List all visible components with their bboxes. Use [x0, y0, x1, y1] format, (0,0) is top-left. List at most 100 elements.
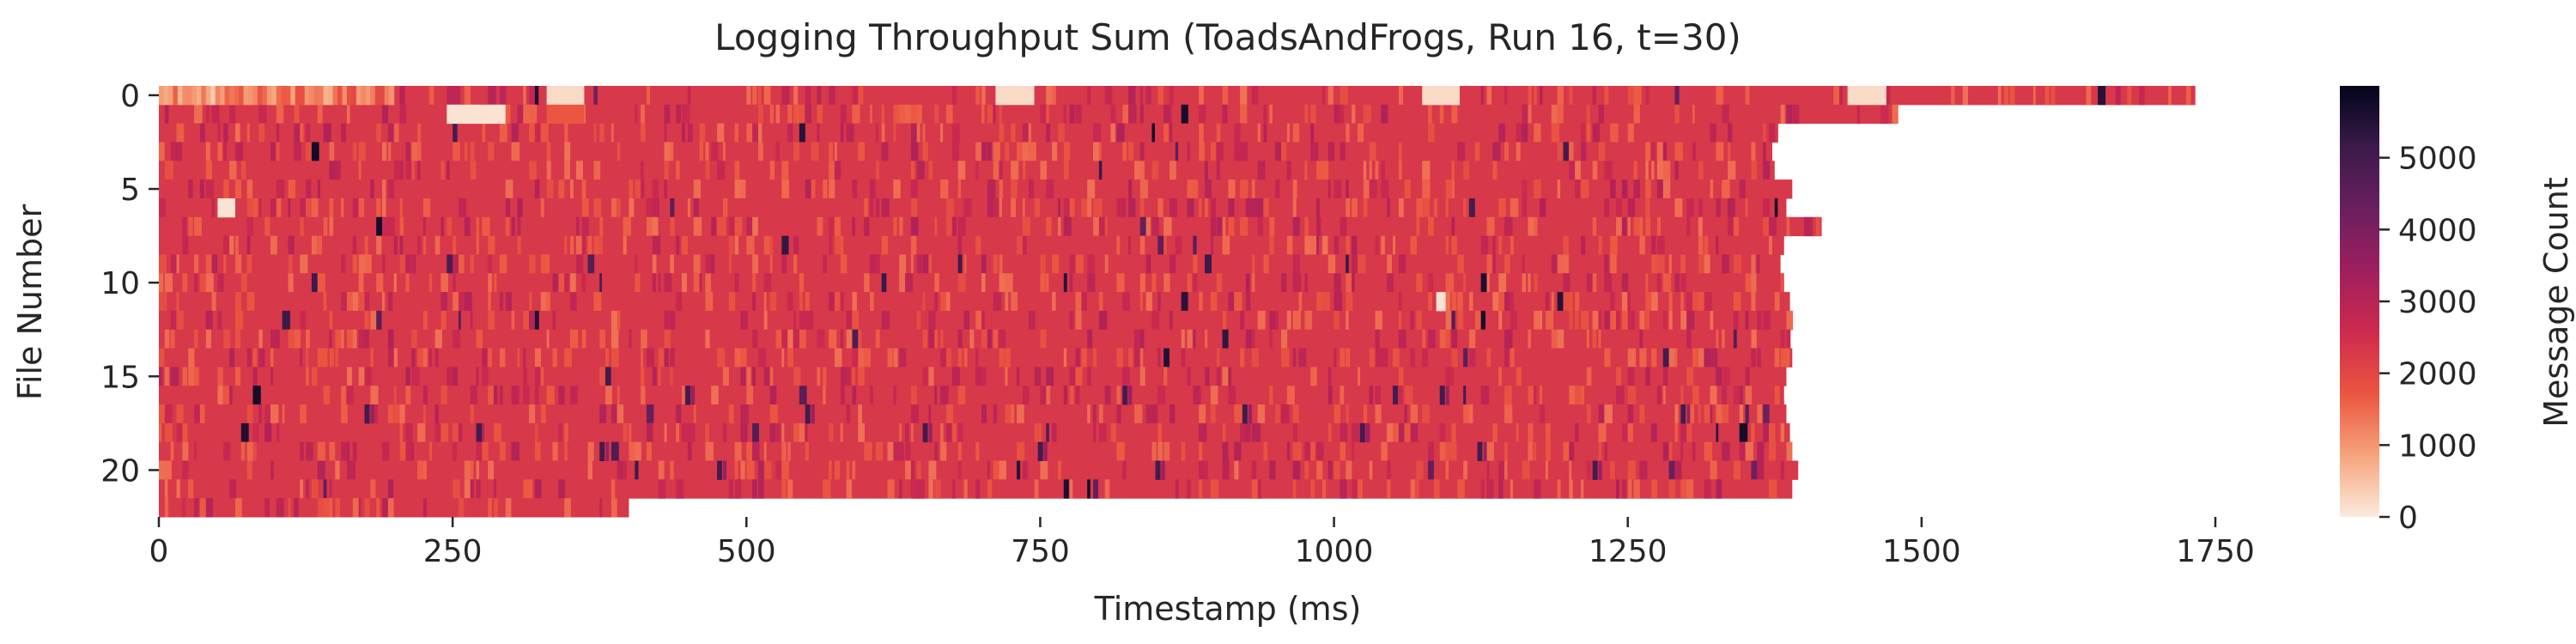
heatmap-cell	[2044, 86, 2050, 106]
heatmap-cell	[317, 104, 323, 125]
heatmap-cell	[352, 197, 359, 218]
heatmap-cell	[329, 216, 334, 237]
heatmap-cell	[611, 348, 619, 368]
heatmap-cell	[693, 179, 701, 199]
heatmap-cell	[170, 310, 177, 331]
heatmap-cell	[1557, 254, 1564, 274]
heatmap-cell	[599, 273, 602, 293]
heatmap-cell	[599, 329, 606, 349]
colorbar-tick-label: 1000	[2398, 428, 2477, 464]
heatmap-cell	[1745, 367, 1750, 386]
heatmap-cell	[670, 142, 674, 161]
heatmap-cell	[1063, 161, 1069, 180]
heatmap-cell	[422, 216, 426, 237]
heatmap-cell	[1340, 86, 1348, 106]
heatmap-cell	[793, 422, 801, 443]
heatmap-cell	[593, 292, 602, 312]
heatmap-cell	[1316, 216, 1321, 237]
heatmap-cell	[376, 498, 380, 518]
colorbar-label: Message Count	[2537, 177, 2575, 427]
heatmap-cell	[164, 329, 170, 349]
heatmap-cell	[1116, 348, 1123, 368]
colorbar-tick-label: 2000	[2398, 357, 2477, 392]
heatmap-cell	[1504, 460, 1508, 480]
heatmap-cell	[182, 273, 188, 293]
heatmap-cell	[1774, 386, 1780, 405]
heatmap-cell	[300, 479, 304, 499]
heatmap-cell	[1087, 273, 1096, 293]
heatmap-cell	[1363, 179, 1370, 199]
heatmap-cell	[1492, 161, 1498, 180]
heatmap-cell	[1627, 86, 1636, 106]
heatmap-cell	[999, 179, 1003, 199]
heatmap-cell	[387, 348, 394, 368]
heatmap-cell	[1187, 197, 1194, 218]
heatmap-cell	[1422, 179, 1431, 199]
heatmap-cell	[558, 273, 566, 293]
heatmap-cell	[1745, 86, 1750, 106]
heatmap-cell	[793, 235, 799, 255]
heatmap-cell	[1534, 441, 1537, 462]
heatmap-cell	[1621, 422, 1630, 443]
heatmap-cell	[399, 216, 404, 237]
heatmap-cell	[346, 367, 352, 386]
heatmap-cell	[258, 329, 263, 349]
heatmap-cell	[1122, 460, 1127, 480]
heatmap-cell	[311, 367, 318, 386]
heatmap-cell	[1334, 273, 1341, 293]
heatmap-cell	[593, 86, 598, 106]
heatmap-cell	[1604, 310, 1613, 331]
heatmap-cell	[399, 235, 404, 255]
heatmap-cell	[881, 235, 889, 255]
heatmap-cell	[1193, 179, 1199, 199]
heatmap-cell	[1656, 142, 1666, 161]
heatmap-cell	[1275, 310, 1279, 331]
heatmap-cell	[488, 292, 491, 312]
heatmap-cell	[746, 216, 755, 237]
heatmap-cell	[1022, 235, 1027, 255]
heatmap-cell	[205, 329, 211, 349]
heatmap-cell	[1139, 273, 1145, 293]
heatmap-cell	[1492, 422, 1498, 443]
heatmap-cell	[276, 197, 282, 218]
heatmap-cell	[834, 142, 837, 161]
heatmap-cell	[1656, 216, 1661, 237]
heatmap-cell	[1369, 460, 1373, 480]
heatmap-cell	[464, 216, 471, 237]
heatmap-cell	[505, 498, 512, 518]
heatmap-cell	[1216, 367, 1221, 386]
heatmap-cell	[382, 104, 389, 125]
heatmap-cell	[499, 386, 503, 405]
heatmap-cell	[534, 310, 539, 331]
heatmap-cell	[370, 310, 379, 331]
heatmap-cell	[705, 292, 714, 312]
heatmap-cell	[387, 292, 393, 312]
heatmap-cell	[829, 460, 832, 480]
x-tick-label: 0	[149, 534, 169, 569]
heatmap-cell	[552, 441, 558, 462]
heatmap-cell	[869, 254, 878, 274]
heatmap-cell	[364, 329, 369, 349]
heatmap-cell	[352, 441, 357, 462]
heatmap-cell	[858, 86, 864, 106]
heatmap-cell	[1234, 292, 1242, 312]
heatmap-cell	[2086, 86, 2092, 106]
heatmap-cell	[899, 348, 907, 368]
heatmap-cell	[229, 104, 236, 125]
heatmap-cell	[1786, 441, 1792, 462]
heatmap-cell	[1633, 479, 1640, 499]
heatmap-cell	[823, 479, 831, 499]
heatmap-cell	[1445, 310, 1452, 331]
heatmap-cell	[1627, 422, 1633, 443]
heatmap-cell	[1145, 292, 1152, 312]
heatmap-cell	[1151, 273, 1157, 293]
heatmap-cell	[1480, 479, 1485, 499]
y-tick-label: 5	[120, 173, 140, 208]
heatmap-cell	[1110, 123, 1115, 143]
heatmap-cell	[1621, 310, 1629, 331]
heatmap-cell	[1234, 460, 1239, 480]
heatmap-cell	[1474, 310, 1483, 331]
heatmap-cell	[564, 422, 568, 443]
heatmap-cell	[1604, 404, 1613, 424]
